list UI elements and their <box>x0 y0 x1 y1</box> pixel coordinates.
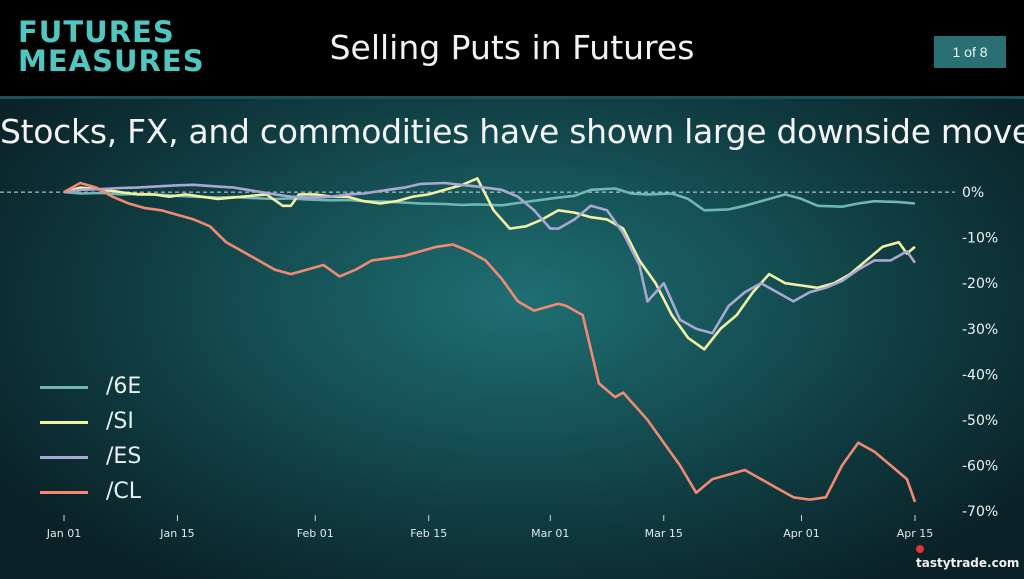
series-layer <box>63 177 917 503</box>
logo-line2: MEASURES <box>18 44 205 78</box>
legend-label: /SI <box>106 409 134 434</box>
legend-label: /ES <box>106 444 142 469</box>
x-tick-label: Apr 01 <box>783 527 820 540</box>
y-tick-label: -20% <box>962 276 998 292</box>
legend-swatch <box>40 456 88 459</box>
legend-label: /6E <box>106 374 142 399</box>
series-line-cl <box>63 181 917 503</box>
legend-label: /CL <box>106 479 142 504</box>
y-axis-ticks: 0% -10% -20% -30% -40% -50% -60% -70% <box>962 185 998 520</box>
page-indicator[interactable]: 1 of 8 <box>934 36 1006 68</box>
slide-title: Selling Puts in Futures <box>329 28 695 67</box>
header-divider <box>0 96 1024 99</box>
x-tick-label: Feb 15 <box>410 527 447 540</box>
legend-swatch <box>40 491 88 494</box>
series-line-si <box>63 177 916 351</box>
y-tick-label: -50% <box>962 413 998 429</box>
x-tick-label: Mar 15 <box>645 527 683 540</box>
header-bar: FUTURES MEASURES Selling Puts in Futures… <box>0 0 1024 96</box>
y-tick-label: 0% <box>962 185 984 201</box>
legend-swatch <box>40 421 88 424</box>
y-tick-label: -60% <box>962 458 998 474</box>
slide-subtitle: Stocks, FX, and commodities have shown l… <box>0 112 1024 151</box>
y-tick-label: -30% <box>962 322 998 338</box>
brand-text: tastytrade.com <box>916 556 1020 570</box>
cherry-icon <box>916 545 924 553</box>
y-tick-label: -40% <box>962 367 998 383</box>
brand-watermark: tastytrade.com <box>916 542 1024 570</box>
legend-swatch <box>40 386 88 389</box>
series-line-es <box>63 181 917 335</box>
x-tick-label: Feb 01 <box>297 527 334 540</box>
x-axis-ticks: Jan 01 Jan 15 Feb 01 Feb 15 Mar 01 Mar 15 Apr … <box>46 515 933 540</box>
y-tick-label: -10% <box>962 231 998 247</box>
logo: FUTURES MEASURES <box>18 18 205 76</box>
x-tick-label: Apr 15 <box>897 527 934 540</box>
logo-line1: FUTURES <box>18 15 175 49</box>
x-tick-label: Jan 01 <box>46 527 81 540</box>
x-tick-label: Mar 01 <box>531 527 569 540</box>
x-tick-label: Jan 15 <box>159 527 194 540</box>
y-tick-label: -70% <box>962 504 998 520</box>
